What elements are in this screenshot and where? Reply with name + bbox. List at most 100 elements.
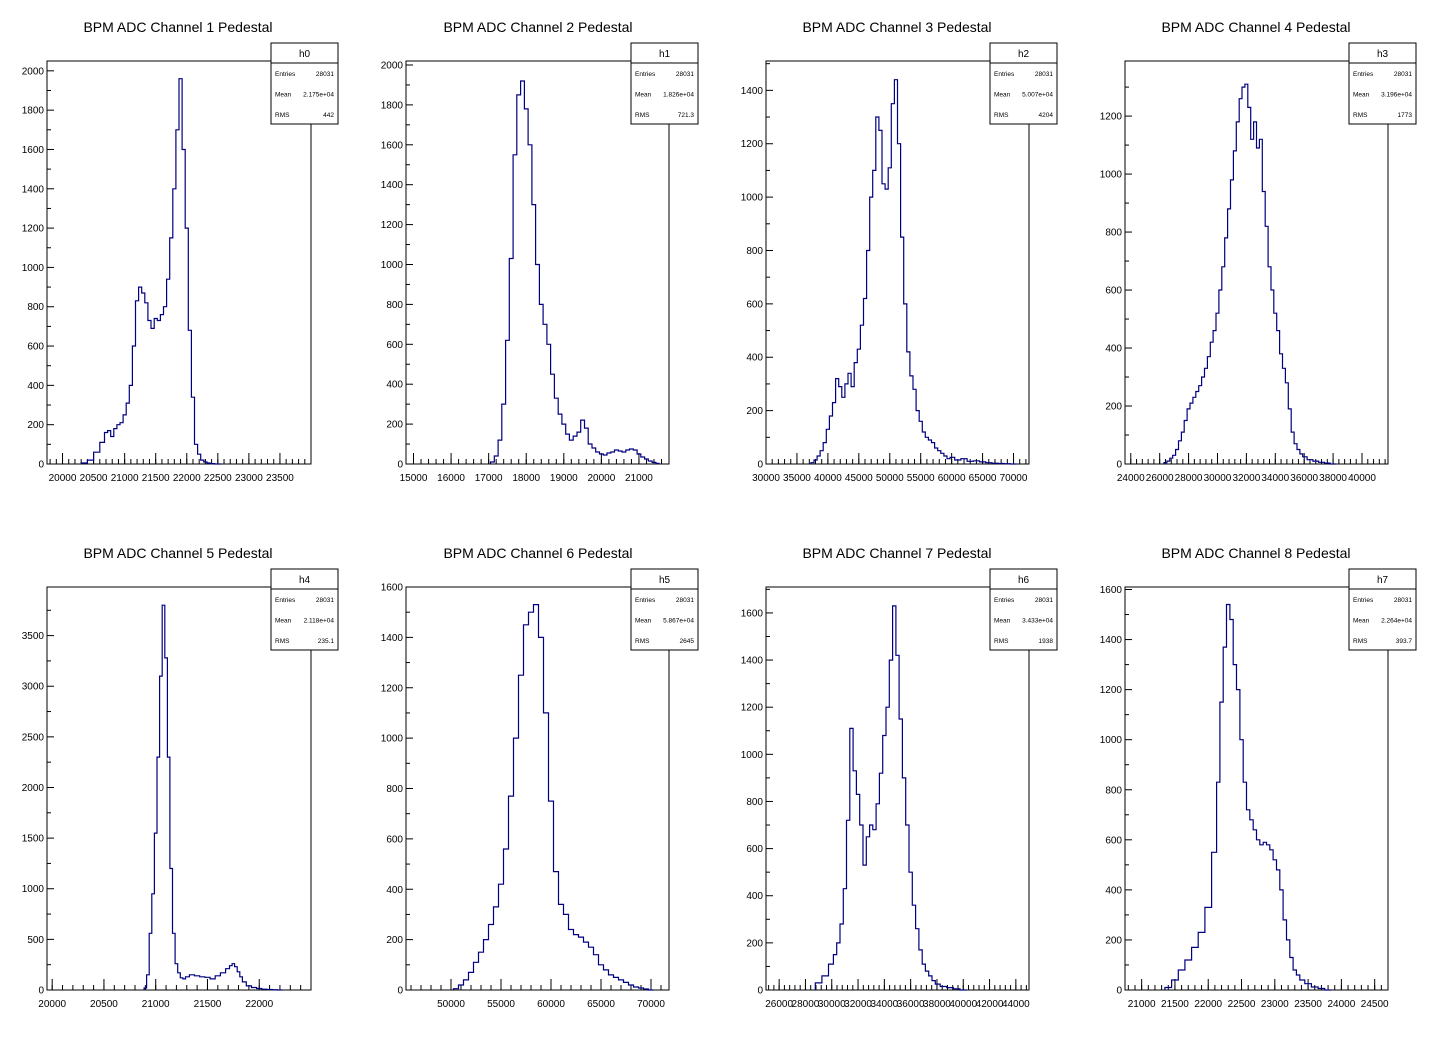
y-tick-label: 1400 [741,86,764,97]
x-tick-label: 15000 [400,473,428,484]
x-tick-label: 26000 [765,999,793,1010]
panel-title: BPM ADC Channel 7 Pedestal [802,545,991,561]
stats-label: Mean [635,92,652,99]
stats-value: 3.433e+04 [1022,618,1053,625]
y-tick-label: 1800 [22,106,45,117]
y-tick-label: 400 [746,891,763,902]
y-tick-label: 1200 [741,139,764,150]
y-tick-label: 600 [386,834,403,845]
stats-box-frame [989,42,1058,125]
panel-title: BPM ADC Channel 2 Pedestal [443,19,632,35]
histogram-series [1163,83,1336,465]
y-tick-label: 1200 [22,224,45,235]
stats-name: h4 [299,575,311,586]
plot-frame [765,60,1030,465]
stats-box-frame [630,42,699,125]
y-tick-label: 200 [1105,402,1122,413]
y-tick-label: 1600 [22,145,45,156]
x-tick-label: 18000 [512,473,540,484]
histogram-series [814,605,967,991]
y-tick-label: 200 [746,938,763,949]
histogram-panel-8: BPM ADC Channel 8 Pedestal 0 200 400 600 800 1… [1100,545,1417,1010]
y-tick-label: 1600 [1100,585,1123,596]
stats-label: Mean [994,92,1011,99]
stats-value: 2.175e+04 [303,92,334,99]
stats-name: h5 [659,575,671,586]
stats-name: h1 [659,49,671,60]
stats-label: Mean [994,618,1011,625]
x-tick-label: 22000 [245,999,273,1010]
stats-name: h2 [1018,49,1030,60]
y-tick-label: 0 [397,986,403,997]
stats-label: RMS [635,112,650,119]
x-tick-label: 50000 [876,473,904,484]
stats-value: 4204 [1039,112,1054,119]
stats-value: 5.007e+04 [1022,92,1053,99]
x-tick-label: 35000 [783,473,811,484]
stats-value: 1773 [1398,112,1413,119]
stats-value: 1938 [1039,638,1054,645]
stats-box-frame [270,568,339,651]
stats-label: Mean [275,618,292,625]
y-tick-label: 1000 [1100,735,1123,746]
y-tick-label: 3500 [22,631,45,642]
histogram-panel-2: BPM ADC Channel 2 Pedestal 0 200 400 600 800 1… [381,19,699,484]
y-tick-label: 1000 [1100,170,1123,181]
panel-title: BPM ADC Channel 8 Pedestal [1161,545,1350,561]
x-tick-label: 38000 [923,999,951,1010]
y-tick-label: 800 [746,246,763,257]
stats-value: 28031 [1035,71,1053,78]
x-tick-label: 38000 [1319,473,1347,484]
histogram-series [489,80,660,464]
x-tick-label: 30000 [1204,473,1232,484]
y-tick-label: 200 [746,406,763,417]
x-tick-label: 23500 [266,473,294,484]
x-tick-label: 36000 [1290,473,1318,484]
y-tick-label: 0 [1116,460,1122,471]
x-tick-label: 40000 [949,999,977,1010]
y-tick-label: 1000 [381,734,404,745]
stats-value: 2.118e+04 [304,618,335,625]
stats-value: 28031 [1394,71,1412,78]
y-tick-label: 1400 [381,633,404,644]
stats-label: Entries [1353,71,1374,78]
x-tick-label: 20000 [587,473,615,484]
stats-value: 28031 [676,71,694,78]
stats-label: RMS [275,112,290,119]
plot-frame [46,60,312,465]
stats-value: 2.264e+04 [1381,618,1412,625]
histogram-series [452,604,654,991]
stats-value: 721.3 [678,112,695,119]
stats-value: 235.1 [318,638,335,645]
stats-value: 28031 [1394,597,1412,604]
stats-label: Mean [275,92,292,99]
histogram-panel-6: BPM ADC Channel 6 Pedestal 0 200 400 600 800 1… [381,545,699,1010]
x-tick-label: 36000 [897,999,925,1010]
stats-box-frame [270,42,339,125]
y-tick-label: 1200 [741,703,764,714]
stats-box-frame [989,568,1058,651]
histogram-series [80,78,221,465]
stats-box: h0 Entries 28031 Mean 2.175e+04 RMS 442 [270,42,339,125]
y-tick-label: 1400 [22,184,45,195]
histogram-panel-1: BPM ADC Channel 1 Pedestal 0 200 400 600 800 1… [22,19,339,484]
stats-name: h3 [1377,49,1389,60]
x-tick-label: 24000 [1117,473,1145,484]
stats-name: h6 [1018,575,1030,586]
y-tick-label: 800 [746,797,763,808]
x-tick-label: 22500 [204,473,232,484]
histogram-panel-4: BPM ADC Channel 4 Pedestal 0 200 400 600 800 1… [1100,19,1417,484]
x-tick-label: 24000 [1327,999,1355,1010]
y-tick-label: 600 [386,340,403,351]
y-tick-label: 800 [386,300,403,311]
y-tick-label: 800 [27,302,44,313]
y-tick-label: 1500 [22,834,45,845]
panel-title: BPM ADC Channel 1 Pedestal [83,19,272,35]
stats-label: Entries [275,597,296,604]
plot-frame [46,586,312,991]
y-tick-label: 1600 [381,583,404,594]
y-tick-label: 2500 [22,732,45,743]
x-tick-label: 34000 [1261,473,1289,484]
histogram-series [810,79,1017,465]
x-tick-label: 60000 [938,473,966,484]
